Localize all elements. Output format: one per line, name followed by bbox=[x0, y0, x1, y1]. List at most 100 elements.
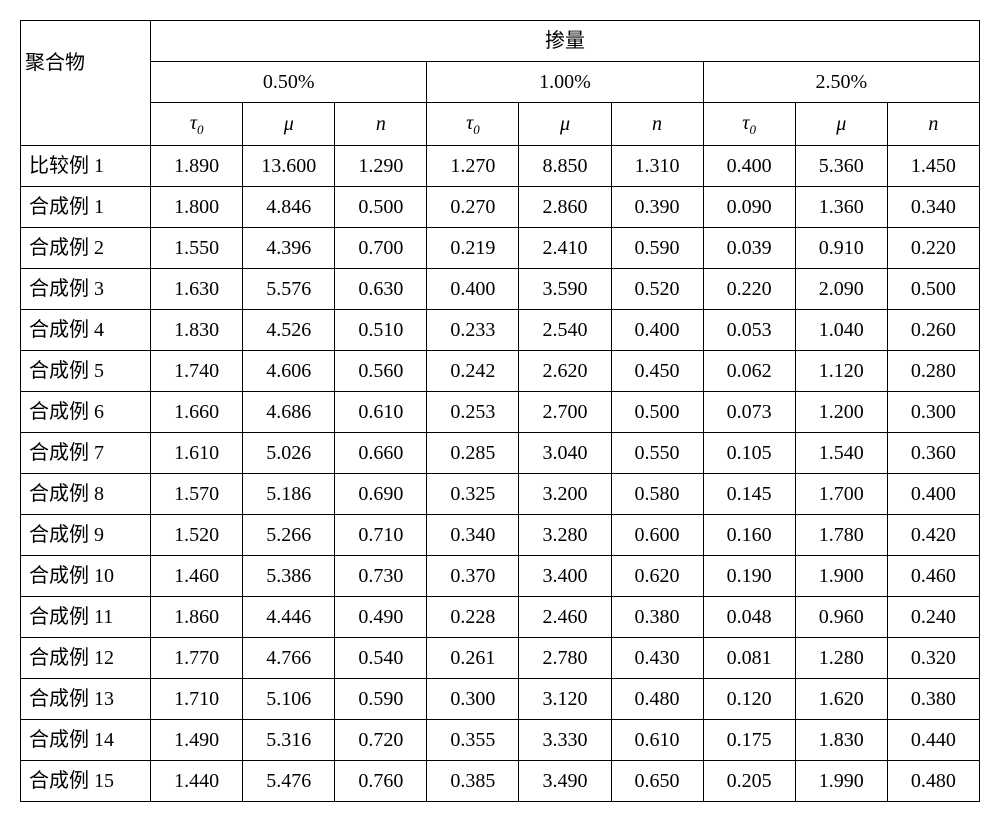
cell: 0.145 bbox=[703, 474, 795, 515]
cell: 3.400 bbox=[519, 556, 611, 597]
header-tau0-0: τ0 bbox=[151, 103, 243, 146]
cell: 5.476 bbox=[243, 761, 335, 802]
row-label: 合成例 3 bbox=[21, 269, 151, 310]
cell: 0.910 bbox=[795, 228, 887, 269]
cell: 1.540 bbox=[795, 433, 887, 474]
table-row: 合成例 11.8004.8460.5000.2702.8600.3900.090… bbox=[21, 187, 980, 228]
cell: 0.190 bbox=[703, 556, 795, 597]
cell: 5.266 bbox=[243, 515, 335, 556]
row-label: 合成例 5 bbox=[21, 351, 151, 392]
cell: 0.620 bbox=[611, 556, 703, 597]
cell: 4.686 bbox=[243, 392, 335, 433]
cell: 1.200 bbox=[795, 392, 887, 433]
cell: 0.420 bbox=[887, 515, 979, 556]
cell: 0.550 bbox=[611, 433, 703, 474]
cell: 1.620 bbox=[795, 679, 887, 720]
cell: 1.780 bbox=[795, 515, 887, 556]
cell: 0.590 bbox=[611, 228, 703, 269]
cell: 0.160 bbox=[703, 515, 795, 556]
cell: 0.105 bbox=[703, 433, 795, 474]
cell: 0.500 bbox=[611, 392, 703, 433]
table-row: 合成例 121.7704.7660.5400.2612.7800.4300.08… bbox=[21, 638, 980, 679]
cell: 0.355 bbox=[427, 720, 519, 761]
cell: 0.253 bbox=[427, 392, 519, 433]
cell: 3.120 bbox=[519, 679, 611, 720]
table-row: 合成例 131.7105.1060.5900.3003.1200.4800.12… bbox=[21, 679, 980, 720]
row-label: 合成例 8 bbox=[21, 474, 151, 515]
cell: 0.062 bbox=[703, 351, 795, 392]
cell: 0.380 bbox=[887, 679, 979, 720]
row-label: 合成例 1 bbox=[21, 187, 151, 228]
cell: 1.490 bbox=[151, 720, 243, 761]
cell: 0.270 bbox=[427, 187, 519, 228]
cell: 0.580 bbox=[611, 474, 703, 515]
row-label: 合成例 6 bbox=[21, 392, 151, 433]
cell: 3.200 bbox=[519, 474, 611, 515]
table-row: 比较例 11.89013.6001.2901.2708.8501.3100.40… bbox=[21, 146, 980, 187]
row-label: 合成例 10 bbox=[21, 556, 151, 597]
cell: 0.233 bbox=[427, 310, 519, 351]
row-label: 合成例 12 bbox=[21, 638, 151, 679]
cell: 1.310 bbox=[611, 146, 703, 187]
cell: 0.690 bbox=[335, 474, 427, 515]
cell: 0.480 bbox=[887, 761, 979, 802]
cell: 0.400 bbox=[611, 310, 703, 351]
cell: 0.048 bbox=[703, 597, 795, 638]
cell: 2.090 bbox=[795, 269, 887, 310]
cell: 1.740 bbox=[151, 351, 243, 392]
table-row: 合成例 41.8304.5260.5100.2332.5400.4000.053… bbox=[21, 310, 980, 351]
cell: 4.396 bbox=[243, 228, 335, 269]
row-label: 合成例 7 bbox=[21, 433, 151, 474]
cell: 1.520 bbox=[151, 515, 243, 556]
header-tau0-1: τ0 bbox=[427, 103, 519, 146]
cell: 1.630 bbox=[151, 269, 243, 310]
table-row: 合成例 51.7404.6060.5600.2422.6200.4500.062… bbox=[21, 351, 980, 392]
cell: 0.600 bbox=[611, 515, 703, 556]
cell: 4.766 bbox=[243, 638, 335, 679]
cell: 0.280 bbox=[887, 351, 979, 392]
cell: 2.540 bbox=[519, 310, 611, 351]
table-row: 合成例 91.5205.2660.7100.3403.2800.6000.160… bbox=[21, 515, 980, 556]
cell: 4.846 bbox=[243, 187, 335, 228]
cell: 1.710 bbox=[151, 679, 243, 720]
cell: 3.490 bbox=[519, 761, 611, 802]
row-label: 合成例 15 bbox=[21, 761, 151, 802]
cell: 0.340 bbox=[887, 187, 979, 228]
header-mu-0: μ bbox=[243, 103, 335, 146]
cell: 3.040 bbox=[519, 433, 611, 474]
cell: 0.370 bbox=[427, 556, 519, 597]
cell: 5.360 bbox=[795, 146, 887, 187]
row-label: 合成例 4 bbox=[21, 310, 151, 351]
cell: 0.205 bbox=[703, 761, 795, 802]
cell: 0.960 bbox=[795, 597, 887, 638]
cell: 2.460 bbox=[519, 597, 611, 638]
cell: 0.560 bbox=[335, 351, 427, 392]
data-table: 聚合物 掺量 0.50% 1.00% 2.50% τ0 μ n τ0 μ n τ… bbox=[20, 20, 980, 802]
cell: 0.700 bbox=[335, 228, 427, 269]
cell: 5.316 bbox=[243, 720, 335, 761]
cell: 1.610 bbox=[151, 433, 243, 474]
cell: 0.385 bbox=[427, 761, 519, 802]
table-row: 合成例 21.5504.3960.7000.2192.4100.5900.039… bbox=[21, 228, 980, 269]
cell: 0.340 bbox=[427, 515, 519, 556]
row-label: 合成例 9 bbox=[21, 515, 151, 556]
header-mu-2: μ bbox=[795, 103, 887, 146]
cell: 0.285 bbox=[427, 433, 519, 474]
cell: 13.600 bbox=[243, 146, 335, 187]
cell: 0.081 bbox=[703, 638, 795, 679]
cell: 0.520 bbox=[611, 269, 703, 310]
cell: 0.460 bbox=[887, 556, 979, 597]
cell: 1.700 bbox=[795, 474, 887, 515]
row-label: 合成例 2 bbox=[21, 228, 151, 269]
cell: 0.039 bbox=[703, 228, 795, 269]
cell: 1.360 bbox=[795, 187, 887, 228]
cell: 0.300 bbox=[427, 679, 519, 720]
cell: 0.510 bbox=[335, 310, 427, 351]
cell: 0.220 bbox=[703, 269, 795, 310]
cell: 0.650 bbox=[611, 761, 703, 802]
cell: 5.576 bbox=[243, 269, 335, 310]
table-row: 合成例 71.6105.0260.6600.2853.0400.5500.105… bbox=[21, 433, 980, 474]
table-row: 合成例 101.4605.3860.7300.3703.4000.6200.19… bbox=[21, 556, 980, 597]
cell: 1.460 bbox=[151, 556, 243, 597]
header-tau0-2: τ0 bbox=[703, 103, 795, 146]
